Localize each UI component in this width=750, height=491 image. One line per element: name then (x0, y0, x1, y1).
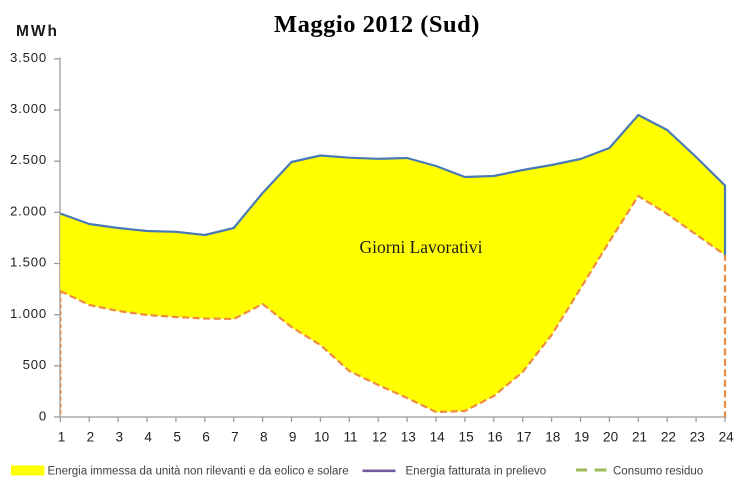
svg-text:Energia fatturata in prelievo: Energia fatturata in prelievo (406, 466, 547, 478)
svg-text:14: 14 (430, 429, 446, 444)
svg-text:Maggio 2012 (Sud): Maggio 2012 (Sud) (274, 11, 480, 38)
svg-text:17: 17 (516, 429, 531, 444)
svg-text:2.000: 2.000 (10, 203, 47, 218)
svg-text:3.500: 3.500 (10, 50, 47, 65)
svg-text:1.000: 1.000 (10, 306, 47, 321)
svg-text:22: 22 (661, 429, 676, 444)
svg-text:19: 19 (574, 429, 589, 444)
svg-text:3: 3 (116, 429, 124, 444)
svg-text:1.500: 1.500 (10, 255, 47, 270)
svg-text:12: 12 (372, 429, 387, 444)
svg-text:500: 500 (23, 357, 47, 372)
svg-text:5: 5 (173, 429, 181, 444)
svg-text:23: 23 (690, 429, 705, 444)
svg-text:11: 11 (343, 429, 357, 444)
svg-text:8: 8 (260, 429, 268, 444)
svg-text:9: 9 (289, 429, 297, 444)
svg-text:0: 0 (39, 409, 47, 424)
svg-text:Consumo residuo: Consumo residuo (613, 466, 703, 478)
svg-text:15: 15 (459, 429, 474, 444)
svg-text:3.000: 3.000 (10, 101, 47, 116)
svg-text:7: 7 (231, 429, 239, 444)
svg-text:21: 21 (632, 429, 647, 444)
svg-text:13: 13 (401, 429, 416, 444)
svg-text:2: 2 (87, 429, 95, 444)
svg-text:20: 20 (603, 429, 619, 444)
svg-text:Energia immessa da unità non r: Energia immessa da unità non rilevanti e… (48, 466, 349, 478)
svg-text:2.500: 2.500 (10, 152, 47, 167)
svg-text:18: 18 (545, 429, 560, 444)
svg-text:10: 10 (314, 429, 330, 444)
svg-text:4: 4 (144, 429, 152, 444)
svg-text:6: 6 (202, 429, 210, 444)
svg-text:MWh: MWh (16, 23, 59, 40)
svg-text:Giorni Lavorativi: Giorni Lavorativi (360, 237, 483, 257)
svg-text:24: 24 (719, 429, 735, 444)
svg-text:16: 16 (487, 429, 502, 444)
svg-text:1: 1 (58, 429, 66, 444)
